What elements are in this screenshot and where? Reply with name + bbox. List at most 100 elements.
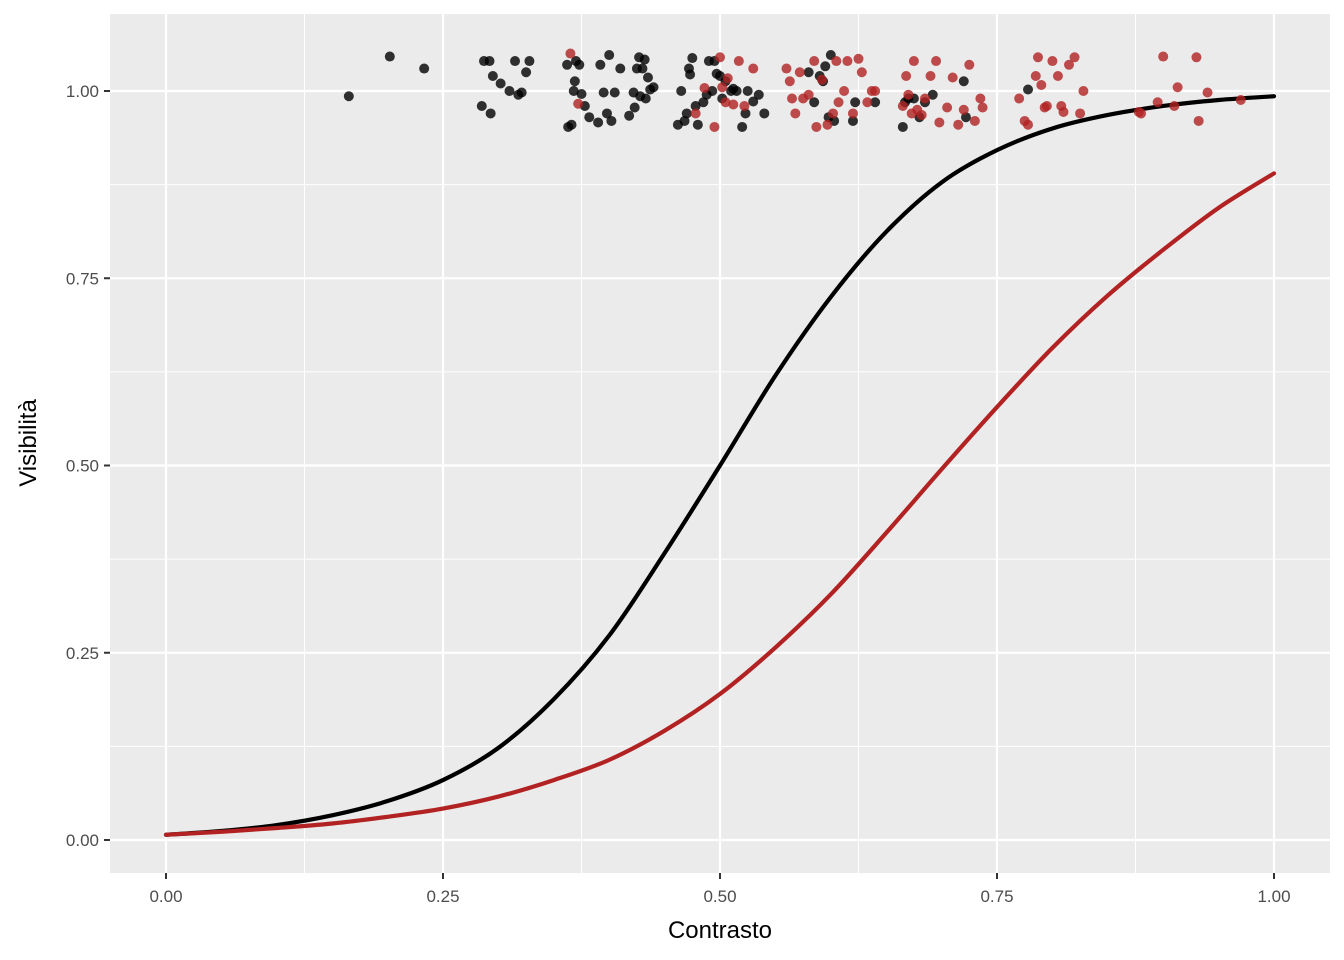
data-point-series-3: [833, 97, 844, 108]
x-axis-title: Contrasto: [668, 917, 772, 944]
data-point-series-2: [476, 100, 487, 111]
data-point-series-2: [707, 86, 718, 96]
data-point-series-3: [748, 63, 759, 74]
data-point-series-3: [717, 82, 728, 93]
data-point-series-3: [565, 48, 576, 59]
data-point-series-3: [781, 63, 792, 74]
data-point-series-3: [1202, 87, 1213, 98]
data-point-series-2: [870, 97, 881, 108]
data-point-series-3: [1235, 94, 1246, 105]
grid-major: [110, 14, 1330, 873]
data-point-series-2: [742, 86, 753, 96]
data-point-series-2: [601, 108, 612, 119]
data-point-series-3: [1032, 52, 1043, 63]
data-point-series-3: [903, 89, 914, 100]
data-point-series-2: [598, 87, 609, 98]
data-point-series-2: [850, 97, 861, 108]
data-point-series-2: [510, 56, 521, 67]
data-point-series-2: [419, 63, 430, 74]
x-axis: 0.00 0.25 0.50 0.75 1.00: [149, 873, 1291, 906]
data-point-series-3: [908, 56, 919, 67]
data-point-series-3: [1047, 56, 1058, 67]
data-point-series-3: [739, 100, 750, 111]
points: [343, 48, 1246, 132]
data-point-series-2: [521, 67, 532, 78]
data-point-series-2: [692, 119, 703, 130]
data-point-series-3: [862, 97, 873, 108]
data-point-series-2: [753, 89, 764, 100]
y-axis-title: Visibilità: [15, 399, 42, 487]
y-tick-label: 0.00: [66, 831, 99, 850]
data-point-series-3: [784, 76, 795, 87]
data-point-series-3: [964, 59, 975, 70]
data-point-series-2: [524, 56, 535, 67]
data-point-series-3: [897, 100, 908, 111]
x-tick-label: 0.50: [703, 887, 736, 906]
data-point-series-3: [690, 108, 701, 119]
x-tick-label: 1.00: [1257, 887, 1290, 906]
data-point-series-2: [639, 54, 650, 65]
data-point-series-2: [640, 93, 651, 104]
data-point-series-3: [847, 108, 858, 119]
data-point-series-3: [839, 86, 850, 96]
data-point-series-2: [485, 108, 496, 119]
data-point-series-3: [720, 97, 731, 108]
data-point-series-2: [737, 121, 748, 132]
data-point-series-3: [1014, 93, 1025, 104]
data-point-series-2: [759, 108, 770, 119]
data-point-series-2: [687, 53, 698, 64]
data-point-series-3: [1075, 108, 1086, 119]
data-point-series-2: [595, 59, 606, 70]
data-point-series-3: [975, 93, 986, 104]
data-point-series-2: [629, 102, 640, 113]
data-point-series-2: [576, 88, 587, 99]
data-point-series-3: [901, 71, 912, 82]
data-point-series-2: [642, 72, 653, 83]
data-point-series-2: [927, 89, 938, 100]
data-point-series-3: [953, 119, 964, 130]
data-point-series-2: [495, 78, 506, 89]
data-point-series-2: [681, 108, 692, 119]
data-point-series-2: [676, 86, 687, 96]
data-point-series-2: [384, 51, 395, 62]
data-point-series-3: [1052, 71, 1063, 82]
data-point-series-3: [1193, 115, 1204, 126]
data-point-series-3: [816, 74, 827, 85]
data-point-series-2: [593, 117, 604, 128]
data-point-series-2: [568, 86, 579, 96]
data-point-series-2: [820, 61, 831, 72]
y-tick-label: 0.25: [66, 644, 99, 663]
data-point-series-2: [685, 69, 696, 80]
curve-line-1: [163, 171, 1277, 837]
data-point-series-3: [919, 93, 930, 104]
data-point-series-2: [648, 82, 659, 93]
data-point-series-2: [516, 87, 527, 98]
data-point-series-3: [699, 83, 710, 94]
data-point-series-2: [809, 97, 820, 108]
data-point-series-3: [573, 98, 584, 109]
data-point-series-3: [1064, 59, 1075, 70]
data-point-series-2: [609, 87, 620, 98]
data-point-series-2: [637, 63, 648, 74]
data-point-series-3: [1036, 80, 1047, 91]
y-tick-label: 0.50: [66, 457, 99, 476]
data-point-series-2: [1023, 84, 1034, 95]
data-point-series-2: [566, 119, 577, 130]
data-point-series-2: [569, 76, 580, 87]
x-tick-label: 0.25: [426, 887, 459, 906]
data-point-series-3: [931, 56, 942, 67]
data-point-series-3: [853, 53, 864, 64]
data-point-series-3: [1023, 119, 1034, 130]
data-point-series-3: [803, 89, 814, 100]
data-point-series-2: [584, 112, 595, 123]
data-point-series-2: [487, 71, 498, 82]
data-point-series-2: [958, 76, 969, 87]
data-point-series-2: [606, 115, 617, 126]
data-point-series-2: [343, 91, 354, 102]
data-point-series-2: [562, 59, 573, 70]
data-point-series-3: [1058, 106, 1069, 117]
data-point-series-3: [828, 108, 839, 119]
data-point-series-3: [958, 104, 969, 115]
data-point-series-2: [484, 56, 495, 67]
